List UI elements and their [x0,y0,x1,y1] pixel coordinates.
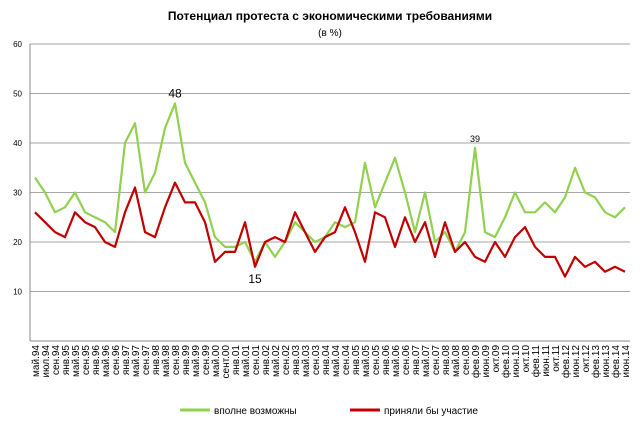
x-tick-label: май.08 [451,345,462,377]
x-tick-label: май.98 [161,345,172,377]
x-tick-label: сен.06 [401,345,412,375]
x-tick-label: фев.09 [470,345,482,378]
x-tick-label: янв.98 [151,345,162,376]
x-tick-label: окт.12 [581,345,592,373]
x-tick-label: янв.06 [381,345,392,376]
x-tick-label: фев.12 [560,345,572,378]
x-tick-label: сен.04 [341,345,352,375]
x-tick-label: май.03 [301,345,312,377]
x-tick-label: май.04 [331,345,342,377]
x-tick-label: сен.07 [431,345,442,375]
x-tick-label: янв.05 [351,345,362,376]
x-tick-label: май.00 [211,345,222,377]
x-tick-label: фев.13 [590,345,602,378]
chart-subtitle: (в %) [318,28,342,39]
x-tick-label: янв.02 [261,345,272,376]
x-tick-label: окт.11 [551,345,562,372]
x-tick-label: июн.12 [571,345,582,378]
x-tick-label: май.07 [421,345,432,377]
x-tick-label: фев.14 [610,345,622,378]
y-tick-label: 20 [13,238,22,247]
y-tick-label: 10 [13,288,22,297]
x-tick-label: май.96 [101,345,112,377]
x-tick-label: янв.97 [121,345,132,376]
x-tick-label: фев.10 [500,345,512,378]
x-tick-label: май.97 [131,345,142,377]
x-tick-label: июн.11 [541,345,552,377]
x-tick-label: сент.00 [221,345,232,379]
x-tick-label: май.01 [241,345,252,377]
data-label: 15 [248,272,262,286]
x-tick-label: сен.08 [461,345,472,375]
x-tick-label: июн.13 [601,345,612,378]
x-tick-label: фев.11 [530,345,542,378]
x-tick-label: май.95 [71,345,82,377]
x-tick-label: сен.94 [51,345,62,375]
x-tick-label: сен.98 [171,345,182,375]
x-tick-label: май.05 [361,345,372,377]
y-tick-label: 30 [13,189,22,198]
x-tick-label: янв.04 [321,345,332,376]
x-tick-label: сен.99 [201,345,212,375]
data-label: 39 [470,134,480,144]
x-tick-label: май.94 [31,345,42,377]
x-tick-label: июл.94 [41,345,52,378]
legend-label: вполне возможны [214,406,297,417]
data-label: 48 [168,86,182,100]
x-tick-label: окт.10 [521,345,532,373]
y-tick-label: 60 [13,40,22,49]
y-tick-label: 50 [13,90,22,99]
legend-label: приняли бы участие [384,405,478,417]
x-tick-label: окт.09 [491,345,502,373]
x-tick-label: май.02 [271,345,282,377]
x-tick-label: янв.95 [61,345,72,376]
x-tick-label: май.99 [191,345,202,377]
series-line [34,102,626,263]
x-tick-label: янв.08 [441,345,452,376]
x-tick-label: янв.01 [231,345,242,376]
x-tick-label: янв.07 [411,345,422,376]
x-tick-label: июн.14 [621,345,632,378]
x-tick-label: янв.96 [91,345,102,376]
x-tick-label: сен.05 [371,345,382,375]
x-tick-label: сен.02 [281,345,292,375]
x-tick-label: сен.97 [141,345,152,375]
x-tick-label: июн.09 [481,345,492,378]
x-tick-label: янв.99 [181,345,192,376]
x-tick-label: май.06 [391,345,402,377]
y-tick-label: 40 [13,139,22,148]
series-line [34,181,626,278]
x-tick-label: сен.01 [251,345,262,375]
x-tick-label: сен.96 [111,345,122,375]
x-tick-label: июн.10 [511,345,522,378]
x-tick-label: сен.03 [311,345,322,375]
x-tick-label: сен.95 [81,345,92,375]
x-tick-label: янв.03 [291,345,302,376]
chart-title: Потенциал протеста с экономическими треб… [168,9,492,23]
